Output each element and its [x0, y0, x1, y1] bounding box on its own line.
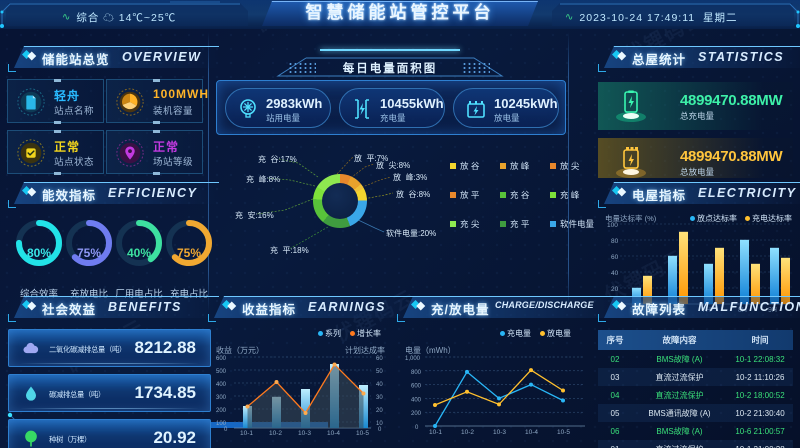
svg-text:100: 100 [607, 222, 618, 229]
svg-text:400: 400 [411, 397, 422, 403]
svg-text:600: 600 [216, 356, 227, 362]
svg-text:600: 600 [411, 384, 422, 390]
svg-text:40: 40 [376, 382, 383, 388]
svg-text:1,000: 1,000 [405, 356, 421, 362]
svg-text:10-5: 10-5 [557, 429, 570, 436]
svg-text:80: 80 [611, 238, 619, 245]
svg-text:10-2: 10-2 [269, 430, 282, 437]
svg-text:200: 200 [216, 408, 227, 414]
svg-text:300: 300 [216, 395, 227, 401]
svg-text:10-2: 10-2 [461, 429, 474, 436]
svg-text:0: 0 [415, 425, 419, 431]
svg-text:60: 60 [376, 356, 383, 362]
svg-text:20: 20 [376, 408, 383, 414]
svg-text:0: 0 [224, 427, 228, 433]
svg-text:10-1: 10-1 [429, 429, 442, 436]
svg-text:20: 20 [611, 286, 619, 293]
svg-text:10-4: 10-4 [525, 429, 538, 436]
svg-text:10-1: 10-1 [240, 430, 253, 437]
svg-text:200: 200 [411, 411, 422, 417]
svg-text:0: 0 [378, 427, 382, 433]
svg-text:10-4: 10-4 [327, 430, 340, 437]
svg-text:40: 40 [611, 270, 619, 277]
svg-text:10-3: 10-3 [493, 429, 506, 436]
svg-text:800: 800 [411, 370, 422, 376]
svg-text:500: 500 [216, 369, 227, 375]
svg-text:400: 400 [216, 382, 227, 388]
svg-text:50: 50 [376, 369, 383, 375]
svg-text:10-5: 10-5 [356, 430, 369, 437]
svg-text:30: 30 [376, 395, 383, 401]
svg-text:10-3: 10-3 [298, 430, 311, 437]
svg-text:60: 60 [611, 254, 619, 261]
